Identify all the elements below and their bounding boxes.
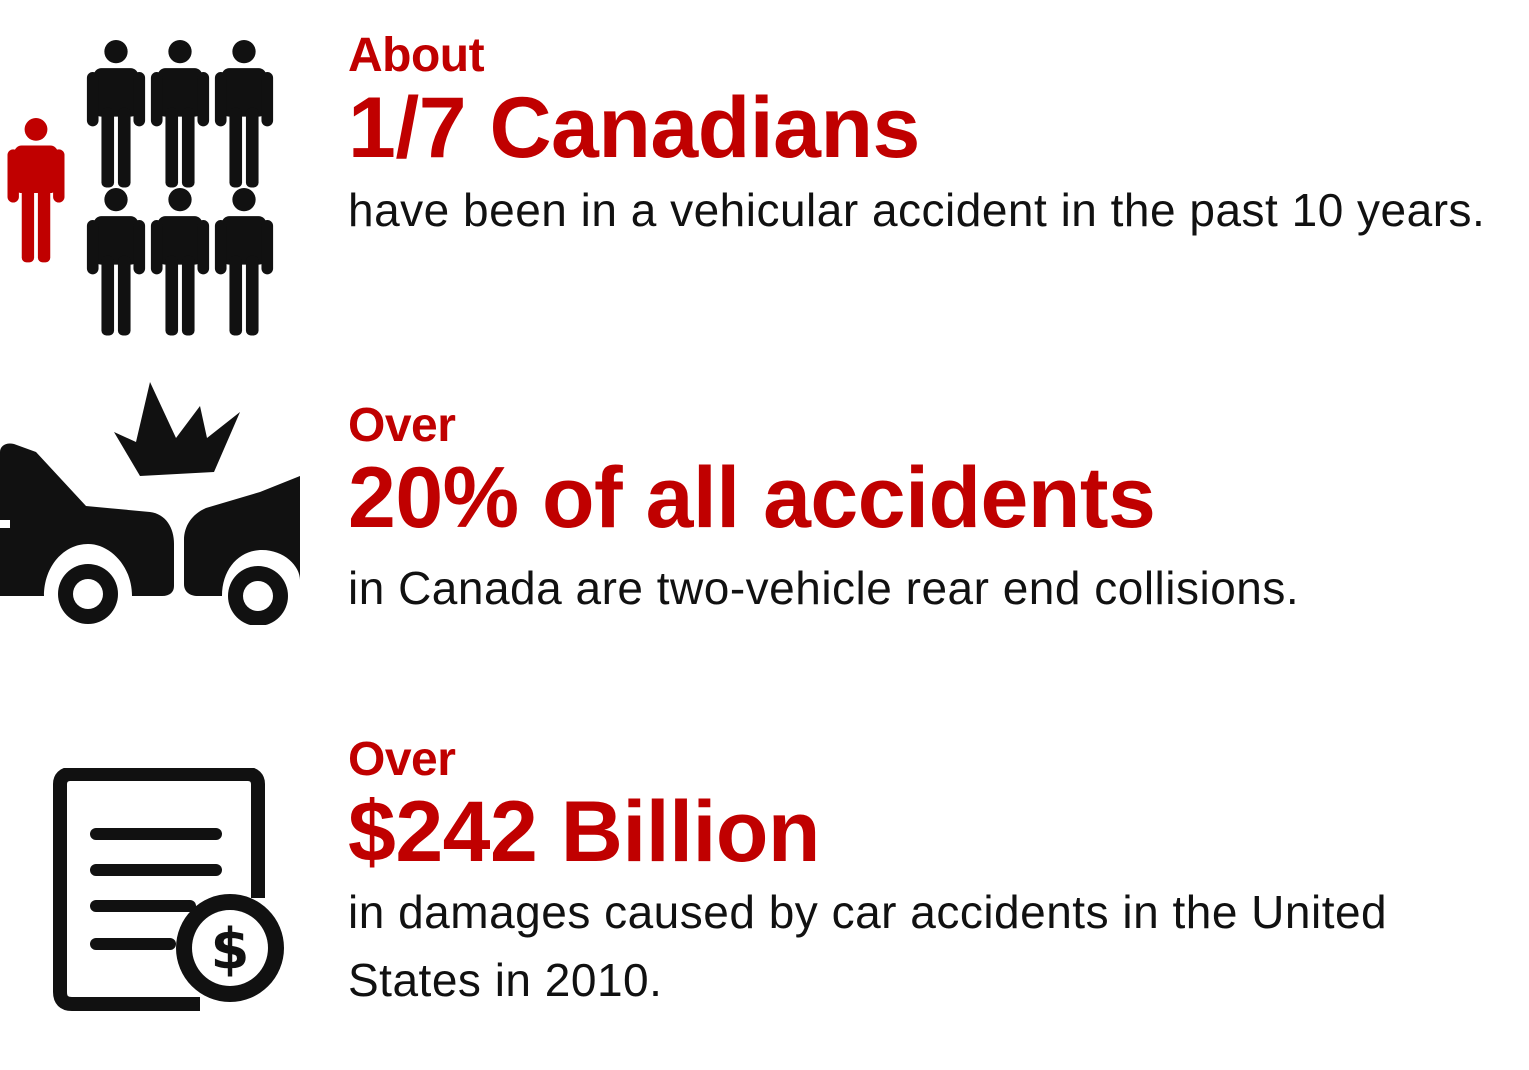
- stat-headline: $242 Billion: [348, 784, 820, 880]
- stat-description: in damages caused by car accidents in th…: [348, 886, 1388, 1006]
- stat-canadians-accidents: About 1/7 Canadians have been in a vehic…: [0, 0, 1529, 360]
- stat-damages-cost: $ Over $242 Billion in damages caused by…: [0, 700, 1529, 1060]
- stat-text-block: Over 20% of all accidents in Canada are …: [348, 400, 1509, 622]
- stat-rear-end-collisions: Over 20% of all accidents in Canada are …: [0, 370, 1529, 670]
- stat-text-block: Over $242 Billion in damages caused by c…: [348, 734, 1509, 1014]
- stat-headline: 20% of all accidents: [348, 450, 1156, 546]
- stat-description: in Canada are two-vehicle rear end colli…: [348, 562, 1300, 614]
- stat-text-block: About 1/7 Canadians have been in a vehic…: [348, 30, 1509, 244]
- stat-qualifier: Over: [348, 733, 456, 786]
- stat-description: have been in a vehicular accident in the…: [348, 184, 1486, 236]
- svg-text:$: $: [211, 917, 250, 982]
- stat-qualifier: Over: [348, 399, 456, 452]
- car-collision-icon: [0, 380, 300, 625]
- stat-headline: 1/7 Canadians: [348, 80, 920, 176]
- stat-qualifier: About: [348, 29, 485, 82]
- people-group-icon: [0, 38, 290, 338]
- invoice-dollar-icon: $: [50, 768, 295, 1013]
